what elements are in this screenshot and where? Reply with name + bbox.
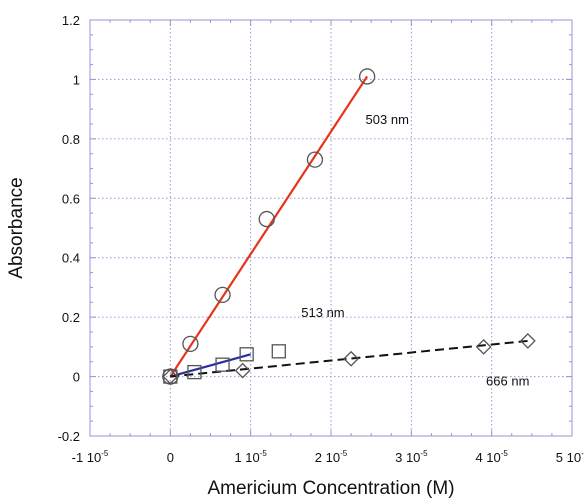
- data-markers: [162, 68, 536, 385]
- diamond-marker: [475, 338, 492, 355]
- y-tick-label: 0.6: [62, 191, 80, 206]
- circle-marker: [358, 68, 376, 85]
- x-tick-label: 2 10-5: [315, 449, 348, 465]
- circle-marker: [306, 151, 324, 168]
- x-tick-label: 3 10-5: [395, 449, 428, 465]
- y-tick-labels: -0.2 0 0.2 0.4 0.6 0.8 1 1.2: [58, 13, 80, 444]
- square-marker: [187, 364, 202, 380]
- circle-marker: [258, 210, 275, 228]
- x-tick-label: 4 10-5: [475, 449, 508, 465]
- fit-lines: [169, 75, 528, 378]
- y-tick-label: 0.2: [62, 310, 80, 325]
- circle-marker: [214, 286, 231, 304]
- series-label-0: 503 nm: [366, 112, 409, 127]
- y-tick-label: 1: [73, 72, 80, 87]
- y-tick-label: 0.8: [62, 132, 80, 147]
- x-tick-label: -1 10-5: [72, 449, 109, 465]
- y-tick-label: -0.2: [58, 429, 80, 444]
- diamond-marker: [234, 362, 251, 379]
- x-tick-label: 5 10-5: [556, 449, 584, 465]
- circle-marker: [182, 335, 199, 353]
- grid-lines: [90, 20, 572, 436]
- series-label-1: 513 nm: [301, 305, 344, 320]
- square-marker: [239, 347, 254, 362]
- x-axis-title: Americium Concentration (M): [207, 478, 454, 499]
- series-labels: 503 nm 513 nm 666 nm: [301, 112, 529, 388]
- series-label-2: 666 nm: [486, 373, 529, 388]
- square-marker: [271, 344, 286, 359]
- diamond-marker: [519, 332, 536, 349]
- y-tick-label: 1.2: [62, 13, 80, 28]
- x-tick-labels: -1 10-5 0 1 10-5 2 10-5 3 10-5 4 10-5 5 10-5: [72, 449, 584, 465]
- y-tick-label: 0: [73, 370, 80, 385]
- fit-line-series-2: [170, 339, 528, 378]
- fit-line-series-1: [170, 353, 251, 378]
- x-tick-label: 0: [167, 450, 174, 465]
- y-tick-label: 0.4: [62, 251, 80, 266]
- tick-marks: [89, 19, 573, 437]
- square-marker: [215, 357, 230, 372]
- diamond-marker: [162, 368, 179, 385]
- diamond-marker: [343, 350, 360, 367]
- y-axis-title: Absorbance: [6, 177, 27, 278]
- x-tick-label: 1 10-5: [234, 449, 267, 465]
